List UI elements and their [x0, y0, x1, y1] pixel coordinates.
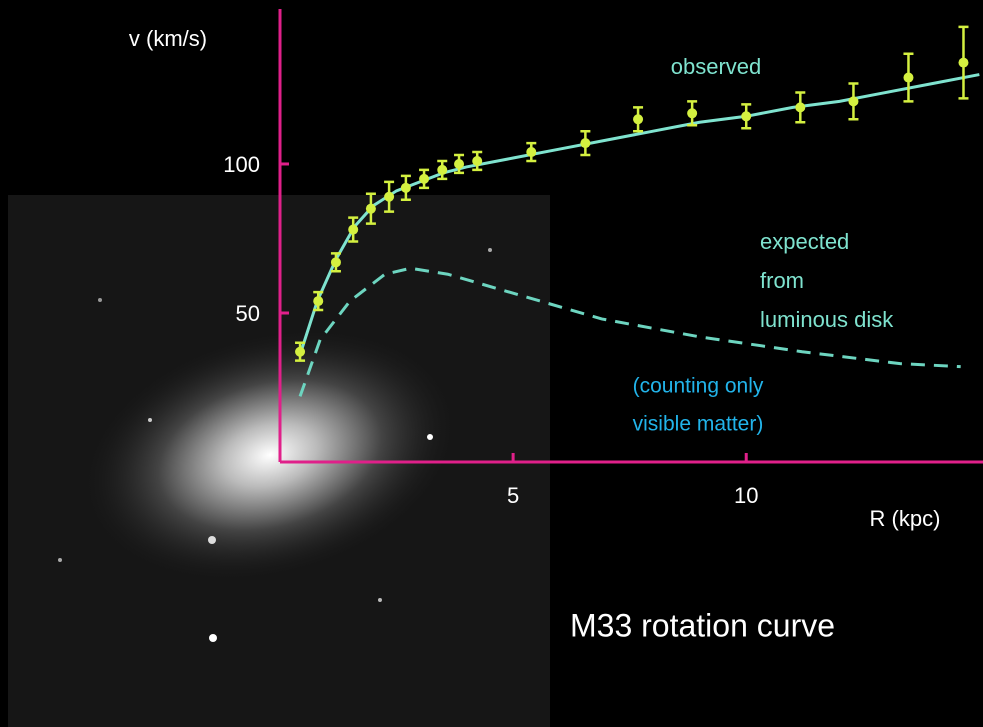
data-point	[313, 296, 323, 306]
x-tick-label: 10	[734, 483, 758, 508]
data-point	[401, 183, 411, 193]
chart: v (km/s) R (kpc) M33 rotation curve 50 10…	[0, 0, 983, 727]
data-point	[741, 111, 751, 121]
data-point	[348, 225, 358, 235]
data-point	[633, 114, 643, 124]
x-tick-label: 5	[507, 483, 519, 508]
data-point	[848, 96, 858, 106]
annotation: expected	[760, 229, 849, 254]
y-tick-label: 100	[223, 152, 260, 177]
data-point	[331, 257, 341, 267]
data-point	[526, 147, 536, 157]
data-point	[795, 102, 805, 112]
data-point	[454, 159, 464, 169]
chart-title: M33 rotation curve	[570, 607, 835, 643]
x-axis-label: R (kpc)	[870, 506, 941, 531]
data-point	[384, 192, 394, 202]
data-point	[580, 138, 590, 148]
annotation: observed	[671, 54, 762, 79]
annotation: visible matter)	[633, 413, 764, 436]
annotation: luminous disk	[760, 307, 894, 332]
data-point	[958, 58, 968, 68]
data-point	[472, 156, 482, 166]
annotation: from	[760, 268, 804, 293]
data-point	[903, 73, 913, 83]
data-point	[295, 347, 305, 357]
data-point	[437, 165, 447, 175]
data-point	[419, 174, 429, 184]
data-point	[366, 204, 376, 214]
y-tick-label: 50	[236, 301, 260, 326]
annotation: (counting only	[633, 375, 764, 398]
data-point	[687, 108, 697, 118]
y-axis-label: v (km/s)	[129, 26, 207, 51]
